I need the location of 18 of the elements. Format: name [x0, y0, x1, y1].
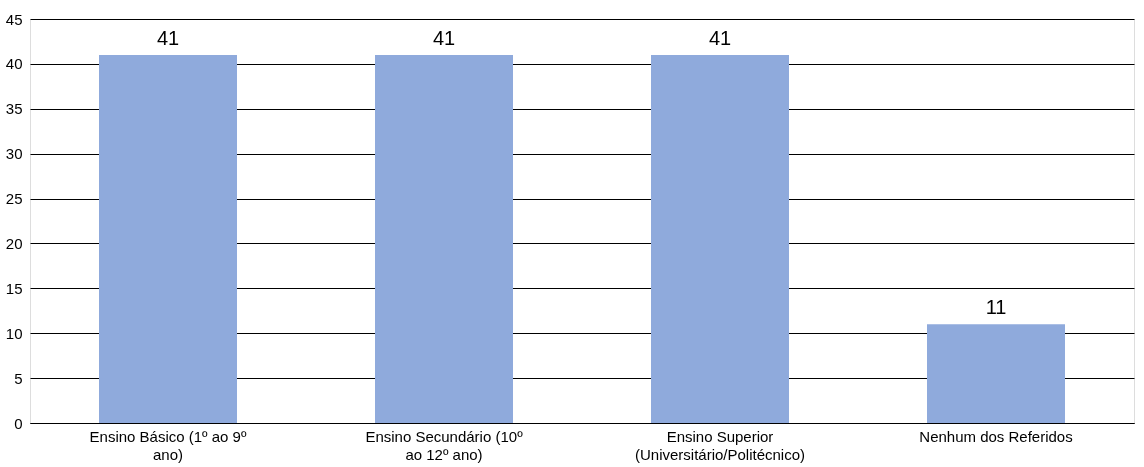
y-tick-label: 30 [5, 145, 23, 163]
x-tick-label: Ensino Secundário (10º ao 12º ano) [365, 427, 524, 463]
y-tick-label: 5 [14, 369, 23, 387]
data-label: 41 [432, 26, 456, 49]
y-tick-label: 10 [5, 324, 23, 342]
y-tick-label: 15 [5, 279, 23, 297]
y-tick-label: 20 [5, 234, 23, 252]
data-label: 41 [708, 26, 732, 49]
x-tick-label: Ensino Superior (Universitário/Politécnico) [634, 427, 806, 463]
data-label: 11 [985, 296, 1007, 319]
y-tick-label: 40 [5, 55, 23, 73]
y-tick-label: 45 [5, 10, 23, 28]
y-tick-label: 35 [5, 100, 23, 118]
y-tick-label: 0 [14, 414, 23, 432]
x-tick-label: Ensino Básico (1º ao 9º ano) [89, 427, 247, 463]
y-tick-label: 25 [5, 190, 23, 208]
data-label: 41 [156, 26, 180, 49]
x-tick-label: Nenhum dos Referidos [919, 427, 1073, 445]
